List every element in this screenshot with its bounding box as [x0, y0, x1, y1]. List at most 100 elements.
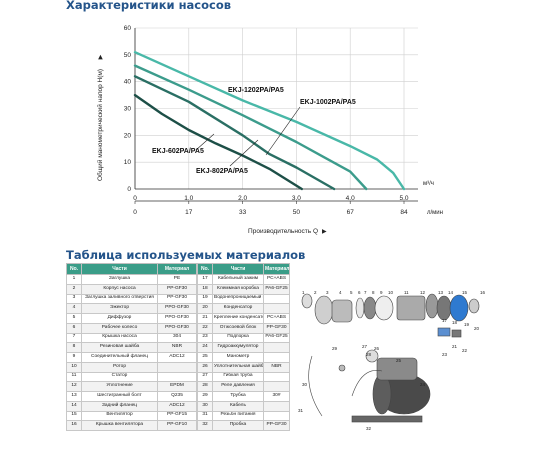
cell-part: Трубка	[212, 391, 264, 402]
table-row: 31 Резьбн питания	[197, 410, 290, 422]
cell-material: PPO-GF30	[157, 303, 197, 314]
cell-no: 1	[66, 274, 82, 285]
cell-part: Конденсатор	[212, 303, 264, 314]
cell-material: NBR	[157, 342, 197, 353]
series-label: EKJ-602PA/PA5	[152, 148, 204, 155]
cell-part: Заглушка заливного отверстия	[81, 293, 158, 305]
cell-no: 20	[197, 303, 213, 314]
cell-material	[157, 371, 197, 383]
chart-labels: EKJ-1202PA/PA5 EKJ-1002PA/PA5 EKJ-802PA/PA…	[152, 87, 356, 175]
table-row: 27 Гибкая труба	[197, 371, 290, 383]
cell-part: Отжсоевой блок	[212, 322, 264, 334]
cell-no: 32	[197, 420, 213, 431]
callout-number: 7	[364, 290, 367, 295]
cell-no: 12	[66, 381, 82, 392]
cell-material: EPDM	[157, 381, 197, 392]
table-row: 1 Заглушка PE	[66, 274, 197, 285]
cell-material	[263, 303, 290, 314]
table-row: 14 Задний фланец ADC12	[66, 400, 197, 412]
cell-material: PP-GF10	[157, 420, 197, 431]
table-row: 24 Гидроаккумулятор	[197, 342, 290, 353]
callout-number: 1	[302, 290, 305, 295]
callout-number: 16	[480, 290, 486, 295]
y-tick-label: 30	[124, 106, 132, 113]
cell-no: 23	[197, 332, 213, 344]
cell-part: Крышка насоса	[81, 332, 158, 344]
cell-part: Ротор	[81, 361, 158, 373]
cell-part: Уплотнительная шайба	[212, 361, 264, 373]
series-label: EKJ-1002PA/PA5	[300, 99, 356, 106]
cell-material: 304	[157, 332, 197, 344]
cell-part: Резиновая шайба	[81, 342, 158, 353]
table-row: 29 Трубка 30#	[197, 391, 290, 402]
cell-part: Задний фланец	[81, 400, 158, 412]
table-row: 12 Уплотнение EPDM	[66, 381, 197, 392]
cell-no: 30	[197, 400, 213, 412]
callout-number: 15	[462, 290, 468, 295]
cell-material: ADC12	[157, 400, 197, 412]
cell-material	[263, 381, 290, 392]
cell-material	[157, 361, 197, 373]
callout-number: 6	[358, 290, 361, 295]
callout-number: 17	[442, 318, 448, 323]
callout-number: 3	[326, 290, 329, 295]
cell-material	[263, 293, 290, 305]
cell-part: Подпорка	[212, 332, 264, 344]
cell-material: NBR	[263, 361, 290, 373]
cell-part: Манометр	[212, 352, 264, 363]
table-row: 3 Заглушка заливного отверстия PP-GF30	[66, 293, 197, 305]
cell-no: 16	[66, 420, 82, 431]
cell-no: 5	[66, 313, 82, 324]
series-line	[133, 51, 406, 191]
y-tick-label: 10	[124, 159, 132, 166]
callout-number: 25	[396, 358, 402, 363]
col-header-material: Материал	[263, 263, 290, 275]
table-row: 6 Рабочее колесо PPO-GF30	[66, 322, 197, 334]
cell-material: PE	[157, 274, 197, 285]
cell-no: 6	[66, 322, 82, 334]
x-unit-m3h: м³/ч	[423, 181, 434, 187]
cell-part: Гибкая труба	[212, 371, 264, 383]
table-row: 26 Уплотнительная шайба NBR	[197, 361, 290, 373]
chart-series	[133, 51, 406, 191]
callout-number: 14	[448, 290, 454, 295]
callout-number: 32	[366, 426, 372, 431]
cell-material: PPO-GF30	[157, 313, 197, 324]
cell-no: 7	[66, 332, 82, 344]
cell-no: 11	[66, 371, 82, 383]
cell-no: 31	[197, 410, 213, 422]
cell-no: 28	[197, 381, 213, 392]
y-tick-label: 0	[127, 186, 131, 193]
callout-number: 2	[314, 290, 317, 295]
table-row: 28 Реле давления	[197, 381, 290, 392]
callout-number: 9	[380, 290, 383, 295]
col-header-part: Части	[212, 263, 264, 275]
callout-number: 29	[332, 346, 338, 351]
callout-number: 28	[366, 352, 372, 357]
series-label: EKJ-1202PA/PA5	[228, 87, 284, 94]
callout-number: 19	[464, 322, 470, 327]
cell-material: ADC12	[157, 352, 197, 363]
table-row: 18 Клеммная коробка PA6-GF25	[197, 283, 290, 295]
callout-number: 30	[302, 382, 308, 387]
x-tick-label-m3h: 0	[133, 195, 137, 202]
table-row: 25 Манометр	[197, 352, 290, 363]
callout-number: 24	[420, 382, 426, 387]
y-tick-label: 50	[124, 52, 132, 59]
cell-no: 3	[66, 293, 82, 305]
y-tick-label: 40	[124, 79, 132, 86]
x-tick-label-lmin: 50	[293, 209, 301, 216]
cell-part: Кабель	[212, 400, 264, 412]
cell-part: Эжектор	[81, 303, 158, 314]
cell-material: PPO-GF30	[157, 322, 197, 334]
cell-part: Крепление конденсатора	[212, 313, 264, 324]
cell-part: Крышка вентилятора	[81, 420, 158, 431]
table-row: 17 Кабельный зажим PC+ABS	[197, 274, 290, 285]
cell-part: Заглушка	[81, 274, 158, 285]
cell-no: 15	[66, 410, 82, 422]
table-row: 4 Эжектор PPO-GF30	[66, 303, 197, 314]
cell-no: 18	[197, 283, 213, 295]
callout-number: 20	[474, 326, 480, 331]
